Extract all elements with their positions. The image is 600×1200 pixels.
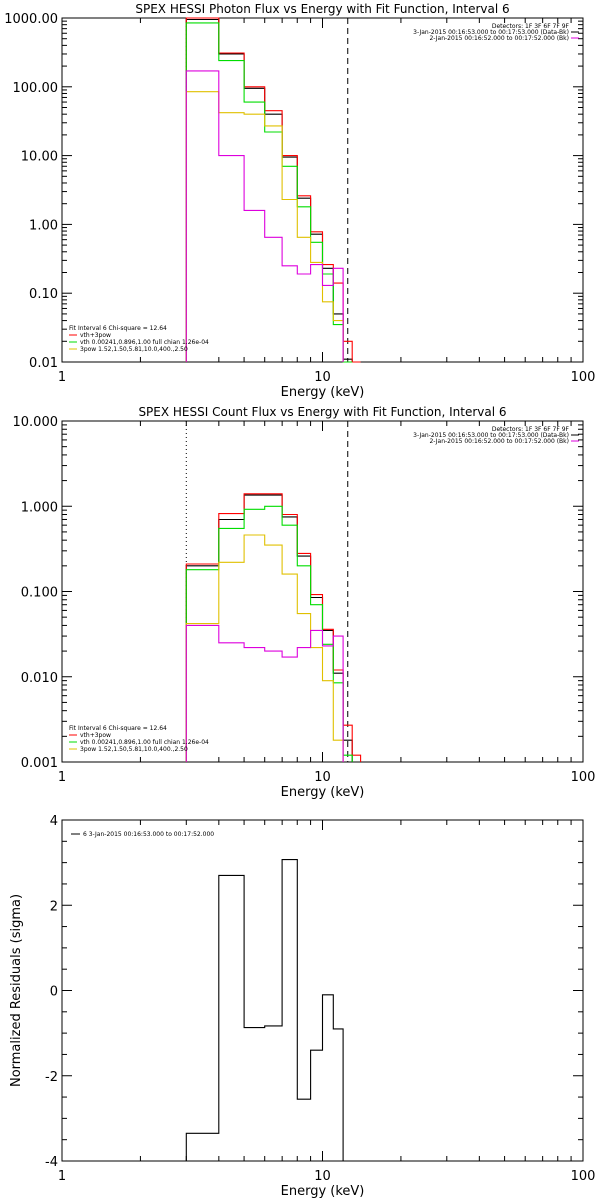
panel-2: SPEX HESSI Count Flux vs Energy with Fit… (13, 405, 596, 800)
y-tick-label: 0.010 (21, 671, 58, 686)
fit-info-label: 3pow 1.52,1.50,5.81,10.0,400.,2.50 (80, 746, 188, 753)
panel-3: 1 10 100 Energy (keV) -4 -2 0 2 4 Normalized Resi… (9, 814, 595, 1199)
y-tick-label: 2 (50, 899, 58, 914)
plot-frame (61, 17, 584, 363)
series-vth-3pow (185, 493, 362, 762)
x-tick-label: 100 (571, 1169, 596, 1184)
x-axis-label: Energy (keV) (281, 385, 365, 400)
fit-info-label: vth 0.00241,0.896,1.00 full chian 1.26e-… (80, 339, 209, 346)
series-vth-3pow (185, 17, 361, 363)
y-tick-label: 4 (50, 814, 58, 829)
y-tick-label: -4 (45, 1155, 58, 1170)
chart-title: SPEX HESSI Count Flux vs Energy with Fit… (138, 405, 506, 419)
y-tick-label: 100.00 (13, 81, 59, 96)
panel-1: SPEX HESSI Photon Flux vs Energy with Fi… (4, 2, 595, 400)
y-tick-label: 0.001 (21, 756, 58, 771)
series-bk (185, 70, 344, 362)
x-tick-label: 100 (571, 770, 596, 785)
chart-title: SPEX HESSI Photon Flux vs Energy with Fi… (135, 2, 509, 16)
y-tick-label: 0.100 (21, 586, 58, 601)
series-residuals (185, 859, 344, 1161)
x-tick-label: 1 (58, 1169, 66, 1184)
y-tick-label: 10.00 (21, 150, 58, 165)
x-tick-label: 1 (58, 770, 66, 785)
x-tick-label: 10 (314, 1169, 331, 1184)
y-tick-label: 10.000 (13, 415, 59, 430)
plot-frame (61, 420, 584, 763)
legend-label: 6 3-Jan-2015 00:16:53.000 to 00:17:52.00… (83, 831, 214, 838)
series-bk (185, 624, 344, 762)
x-tick-label: 10 (314, 370, 331, 385)
fit-info-header: Fit Interval 6 Chi-square = 12.64 (69, 725, 167, 732)
legend-label: 3-Jan-2015 00:16:53.000 to 00:17:53.000 … (413, 432, 569, 439)
fit-info-label: 3pow 1.52,1.50,5.81,10.0,400.,2.50 (80, 346, 188, 353)
fit-info-label: vth 0.00241,0.896,1.00 full chian 1.26e-… (80, 739, 209, 746)
y-axis-label: Normalized Residuals (sigma) (9, 894, 24, 1087)
legend-header: Detectors: 1F 3F 6F 7F 9F (492, 23, 570, 30)
y-tick-label: 1.000 (21, 500, 58, 515)
y-tick-label: 0.10 (29, 287, 58, 302)
y-tick-label: 0 (50, 985, 58, 1000)
legend-label: 2-Jan-2015 00:16:52.000 to 00:17:52.000 … (429, 35, 569, 42)
legend-label: 2-Jan-2015 00:16:52.000 to 00:17:52.000 … (429, 438, 569, 445)
series-data-bk (185, 494, 353, 762)
y-tick-label: 1.00 (29, 218, 58, 233)
y-tick-label: -2 (45, 1070, 58, 1085)
legend-label: 3-Jan-2015 00:16:53.000 to 00:17:53.000 … (413, 29, 569, 36)
legend-header: Detectors: 1F 3F 6F 7F 9F (492, 426, 570, 433)
y-tick-label: 1000.00 (4, 12, 58, 27)
fit-info-label: vth+3pow (80, 732, 111, 739)
plot-frame (61, 819, 584, 1162)
x-tick-label: 1 (58, 370, 66, 385)
series-3pow (185, 534, 344, 762)
x-axis-label: Energy (keV) (281, 1184, 365, 1199)
x-tick-label: 100 (571, 370, 596, 385)
series-vth (185, 22, 353, 363)
series-3pow (185, 91, 344, 362)
y-tick-label: 0.01 (29, 356, 58, 371)
x-tick-label: 10 (314, 770, 331, 785)
x-axis-label: Energy (keV) (281, 785, 365, 800)
fit-info-label: vth+3pow (80, 332, 111, 339)
series-vth (185, 505, 353, 762)
fit-info-header: Fit Interval 6 Chi-square = 12.64 (69, 325, 167, 332)
